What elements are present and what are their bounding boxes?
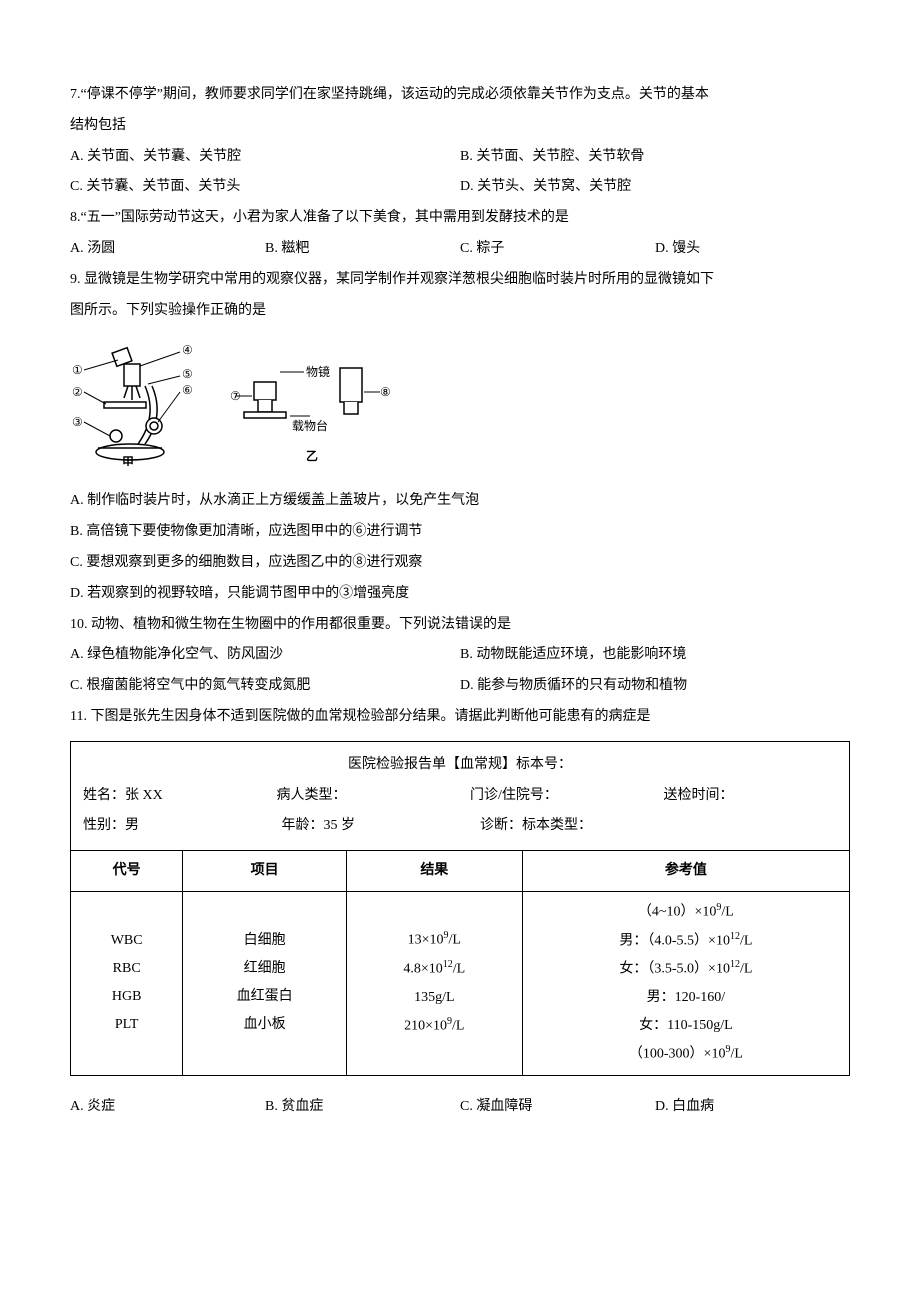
q8-option-a: A. 汤圆 [70, 234, 265, 265]
q9-option-d: D. 若观察到的视野较暗，只能调节图甲中的③增强亮度 [70, 579, 850, 610]
q10-stem: 10. 动物、植物和微生物在生物圈中的作用都很重要。下列说法错误的是 [70, 610, 850, 641]
q8-option-b: B. 糍粑 [265, 234, 460, 265]
q11-option-c: C. 凝血障碍 [460, 1092, 655, 1123]
report-header-cell: 医院检验报告单【血常规】标本号： 姓名：张 XX 病人类型： 门诊/住院号： 送… [71, 741, 850, 850]
q9-diagram: ① ② ③ ④ ⑤ ⑥ 甲 [70, 336, 850, 466]
q11-options: A. 炎症 B. 贫血症 C. 凝血障碍 D. 白血病 [70, 1092, 850, 1123]
table-header-row: 代号 项目 结果 参考值 [71, 851, 850, 892]
label-6: ⑥ [182, 383, 193, 397]
question-8: 8.“五一”国际劳动节这天，小君为家人准备了以下美食，其中需用到发酵技术的是 A… [70, 203, 850, 265]
q9-option-b: B. 高倍镜下要使物像更加清晰，应选图甲中的⑥进行调节 [70, 517, 850, 548]
q11-option-d: D. 白血病 [655, 1092, 850, 1123]
q8-stem: 8.“五一”国际劳动节这天，小君为家人准备了以下美食，其中需用到发酵技术的是 [70, 203, 850, 234]
q11-stem: 11. 下图是张先生因身体不适到医院做的血常规检验部分结果。请据此判断他可能患有… [70, 702, 850, 733]
q8-option-d: D. 馒头 [655, 234, 850, 265]
table-data-row: WBCRBCHGBPLT 白细胞红细胞血红蛋白血小板 13×109/L4.8×1… [71, 892, 850, 1076]
q7-stem-line1: 7.“停课不停学”期间，教师要求同学们在家坚持跳绳，该运动的完成必须依靠关节作为… [70, 80, 850, 111]
label-objective: 物镜 [306, 364, 330, 379]
report-diagnosis: 诊断：标本类型： [480, 811, 837, 842]
col-code: 代号 [71, 851, 183, 892]
items-cell: 白细胞红细胞血红蛋白血小板 [183, 892, 347, 1076]
q7-stem-line2: 结构包括 [70, 111, 850, 142]
report-patient-type: 病人类型： [277, 781, 451, 812]
label-8: ⑧ [380, 385, 390, 399]
q10-option-a: A. 绿色植物能净化空气、防风固沙 [70, 640, 460, 671]
q11-option-b: B. 贫血症 [265, 1092, 460, 1123]
results-cell: 13×109/L4.8×1012/L135g/L210×109/L [346, 892, 522, 1076]
question-11: 11. 下图是张先生因身体不适到医院做的血常规检验部分结果。请据此判断他可能患有… [70, 702, 850, 1123]
q7-option-d: D. 关节头、关节窝、关节腔 [460, 172, 850, 203]
q9-option-a: A. 制作临时装片时，从水滴正上方缓缓盖上盖玻片，以免产生气泡 [70, 486, 850, 517]
q11-option-a: A. 炎症 [70, 1092, 265, 1123]
label-1: ① [72, 363, 83, 377]
report-title: 医院检验报告单【血常规】标本号： [83, 750, 837, 781]
q10-options: A. 绿色植物能净化空气、防风固沙 B. 动物既能适应环境，也能影响环境 C. … [70, 640, 850, 702]
label-7: ⑦ [230, 389, 241, 403]
q7-option-a: A. 关节面、关节囊、关节腔 [70, 142, 460, 173]
col-ref: 参考值 [522, 851, 849, 892]
q8-option-c: C. 粽子 [460, 234, 655, 265]
label-3: ③ [72, 415, 83, 429]
report-age: 年龄：35 岁 [282, 811, 461, 842]
microscope-diagram-icon: ① ② ③ ④ ⑤ ⑥ 甲 [70, 336, 200, 466]
col-item: 项目 [183, 851, 347, 892]
q10-option-d: D. 能参与物质循环的只有动物和植物 [460, 671, 850, 702]
label-stage: 载物台 [292, 418, 328, 433]
label-2: ② [72, 385, 83, 399]
q10-option-c: C. 根瘤菌能将空气中的氮气转变成氮肥 [70, 671, 460, 702]
col-result: 结果 [346, 851, 522, 892]
report-outpatient: 门诊/住院号： [470, 781, 644, 812]
q9-stem-line1: 9. 显微镜是生物学研究中常用的观察仪器，某同学制作并观察洋葱根尖细胞临时装片时… [70, 265, 850, 296]
q7-option-b: B. 关节面、关节腔、关节软骨 [460, 142, 850, 173]
q7-options: A. 关节面、关节囊、关节腔 B. 关节面、关节腔、关节软骨 C. 关节囊、关节… [70, 142, 850, 204]
report-name: 姓名：张 XX [83, 781, 257, 812]
codes-cell: WBCRBCHGBPLT [71, 892, 183, 1076]
label-4: ④ [182, 343, 193, 357]
q9-option-c: C. 要想观察到更多的细胞数目，应选图乙中的⑧进行观察 [70, 548, 850, 579]
question-10: 10. 动物、植物和微生物在生物圈中的作用都很重要。下列说法错误的是 A. 绿色… [70, 610, 850, 702]
q10-option-b: B. 动物既能适应环境，也能影响环境 [460, 640, 850, 671]
label-5: ⑤ [182, 367, 193, 381]
question-7: 7.“停课不停学”期间，教师要求同学们在家坚持跳绳，该运动的完成必须依靠关节作为… [70, 80, 850, 203]
q7-option-c: C. 关节囊、关节面、关节头 [70, 172, 460, 203]
question-9: 9. 显微镜是生物学研究中常用的观察仪器，某同学制作并观察洋葱根尖细胞临时装片时… [70, 265, 850, 610]
q9-stem-line2: 图所示。下列实验操作正确的是 [70, 296, 850, 327]
report-sex: 性别：男 [83, 811, 262, 842]
q8-options: A. 汤圆 B. 糍粑 C. 粽子 D. 馒头 [70, 234, 850, 265]
caption-right: 乙 [306, 449, 318, 463]
report-send-time: 送检时间： [664, 781, 838, 812]
refs-cell: （4~10）×109/L男：（4.0-5.5）×1012/L女：（3.5-5.0… [522, 892, 849, 1076]
blood-report-table: 医院检验报告单【血常规】标本号： 姓名：张 XX 病人类型： 门诊/住院号： 送… [70, 741, 850, 1076]
lens-diagram-icon: ⑦ ⑧ 物镜 载物台 乙 [230, 356, 390, 466]
caption-left: 甲 [122, 455, 134, 466]
